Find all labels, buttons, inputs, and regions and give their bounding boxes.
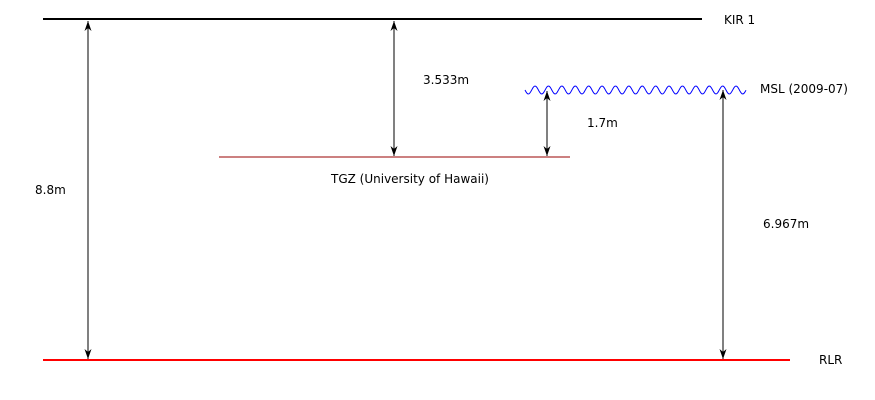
msl-rlr-distance: 6.967m — [763, 217, 809, 231]
msl-tgz-distance: 1.7m — [587, 116, 618, 130]
msl-datum-wave — [524, 85, 747, 95]
tgz-label: TGZ (University of Hawaii) — [330, 172, 489, 186]
kir1-tgz-distance: 3.533m — [423, 73, 469, 87]
kir1-rlr-distance: 8.8m — [35, 183, 66, 197]
msl-label: MSL (2009-07) — [760, 82, 848, 96]
rlr-label: RLR — [819, 353, 842, 367]
kir1-label: KIR 1 — [724, 13, 755, 27]
